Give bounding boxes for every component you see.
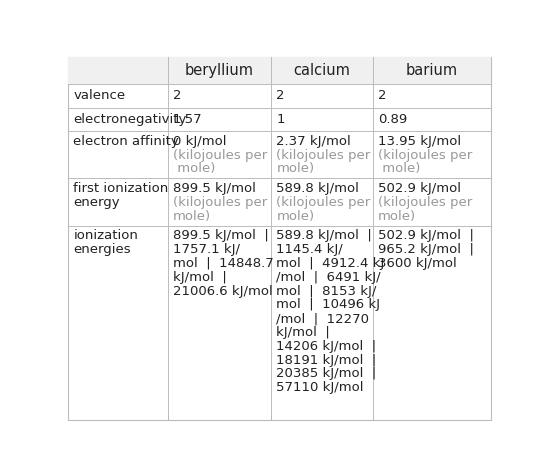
Text: energies: energies — [73, 243, 131, 256]
Bar — [68, 57, 491, 84]
Text: barium: barium — [406, 63, 458, 78]
Text: kJ/mol  |: kJ/mol | — [173, 271, 227, 284]
Text: (kilojoules per: (kilojoules per — [276, 196, 371, 209]
Text: mole): mole) — [378, 210, 416, 223]
Text: kJ/mol  |: kJ/mol | — [276, 326, 330, 339]
Text: /mol  |  12270: /mol | 12270 — [276, 312, 370, 325]
Text: 2: 2 — [276, 89, 285, 102]
Text: mol  |  14848.7: mol | 14848.7 — [173, 257, 274, 270]
Text: 0 kJ/mol: 0 kJ/mol — [173, 135, 226, 148]
Text: 20385 kJ/mol  |: 20385 kJ/mol | — [276, 367, 377, 380]
Text: calcium: calcium — [294, 63, 351, 78]
Text: 21006.6 kJ/mol: 21006.6 kJ/mol — [173, 285, 272, 297]
Text: 502.9 kJ/mol  |: 502.9 kJ/mol | — [378, 229, 474, 242]
Text: mol  |  4912.4 kJ: mol | 4912.4 kJ — [276, 257, 385, 270]
Text: valence: valence — [73, 89, 126, 102]
Text: ionization: ionization — [73, 229, 138, 242]
Text: 2.37 kJ/mol: 2.37 kJ/mol — [276, 135, 351, 148]
Text: mol  |  8153 kJ/: mol | 8153 kJ/ — [276, 285, 377, 297]
Text: 589.8 kJ/mol: 589.8 kJ/mol — [276, 182, 359, 195]
Text: 14206 kJ/mol  |: 14206 kJ/mol | — [276, 340, 377, 353]
Text: beryllium: beryllium — [185, 63, 254, 78]
Text: 899.5 kJ/mol  |: 899.5 kJ/mol | — [173, 229, 269, 242]
Text: (kilojoules per: (kilojoules per — [173, 149, 267, 161]
Text: first ionization: first ionization — [73, 182, 169, 195]
Text: 2: 2 — [173, 89, 181, 102]
Text: 1757.1 kJ/: 1757.1 kJ/ — [173, 243, 240, 256]
Text: mole): mole) — [173, 210, 211, 223]
Text: energy: energy — [73, 196, 120, 209]
Text: electronegativity: electronegativity — [73, 113, 187, 126]
Text: mole): mole) — [276, 210, 314, 223]
Text: 3600 kJ/mol: 3600 kJ/mol — [378, 257, 457, 270]
Text: 13.95 kJ/mol: 13.95 kJ/mol — [378, 135, 461, 148]
Text: 57110 kJ/mol: 57110 kJ/mol — [276, 381, 364, 394]
Text: (kilojoules per: (kilojoules per — [378, 196, 472, 209]
Text: 1.57: 1.57 — [173, 113, 203, 126]
Text: 1145.4 kJ/: 1145.4 kJ/ — [276, 243, 343, 256]
Text: /mol  |  6491 kJ/: /mol | 6491 kJ/ — [276, 271, 381, 284]
Text: (kilojoules per: (kilojoules per — [173, 196, 267, 209]
Text: mole): mole) — [378, 162, 420, 176]
Text: 2: 2 — [378, 89, 387, 102]
Text: (kilojoules per: (kilojoules per — [378, 149, 472, 161]
Text: electron affinity: electron affinity — [73, 135, 179, 148]
Text: (kilojoules per: (kilojoules per — [276, 149, 371, 161]
Text: 589.8 kJ/mol  |: 589.8 kJ/mol | — [276, 229, 372, 242]
Text: mol  |  10496 kJ: mol | 10496 kJ — [276, 298, 381, 312]
Text: 899.5 kJ/mol: 899.5 kJ/mol — [173, 182, 256, 195]
Text: 1: 1 — [276, 113, 285, 126]
Text: 0.89: 0.89 — [378, 113, 407, 126]
Text: 502.9 kJ/mol: 502.9 kJ/mol — [378, 182, 461, 195]
Text: mole): mole) — [276, 162, 314, 176]
Text: mole): mole) — [173, 162, 215, 176]
Text: 18191 kJ/mol  |: 18191 kJ/mol | — [276, 354, 377, 367]
Text: 965.2 kJ/mol  |: 965.2 kJ/mol | — [378, 243, 474, 256]
